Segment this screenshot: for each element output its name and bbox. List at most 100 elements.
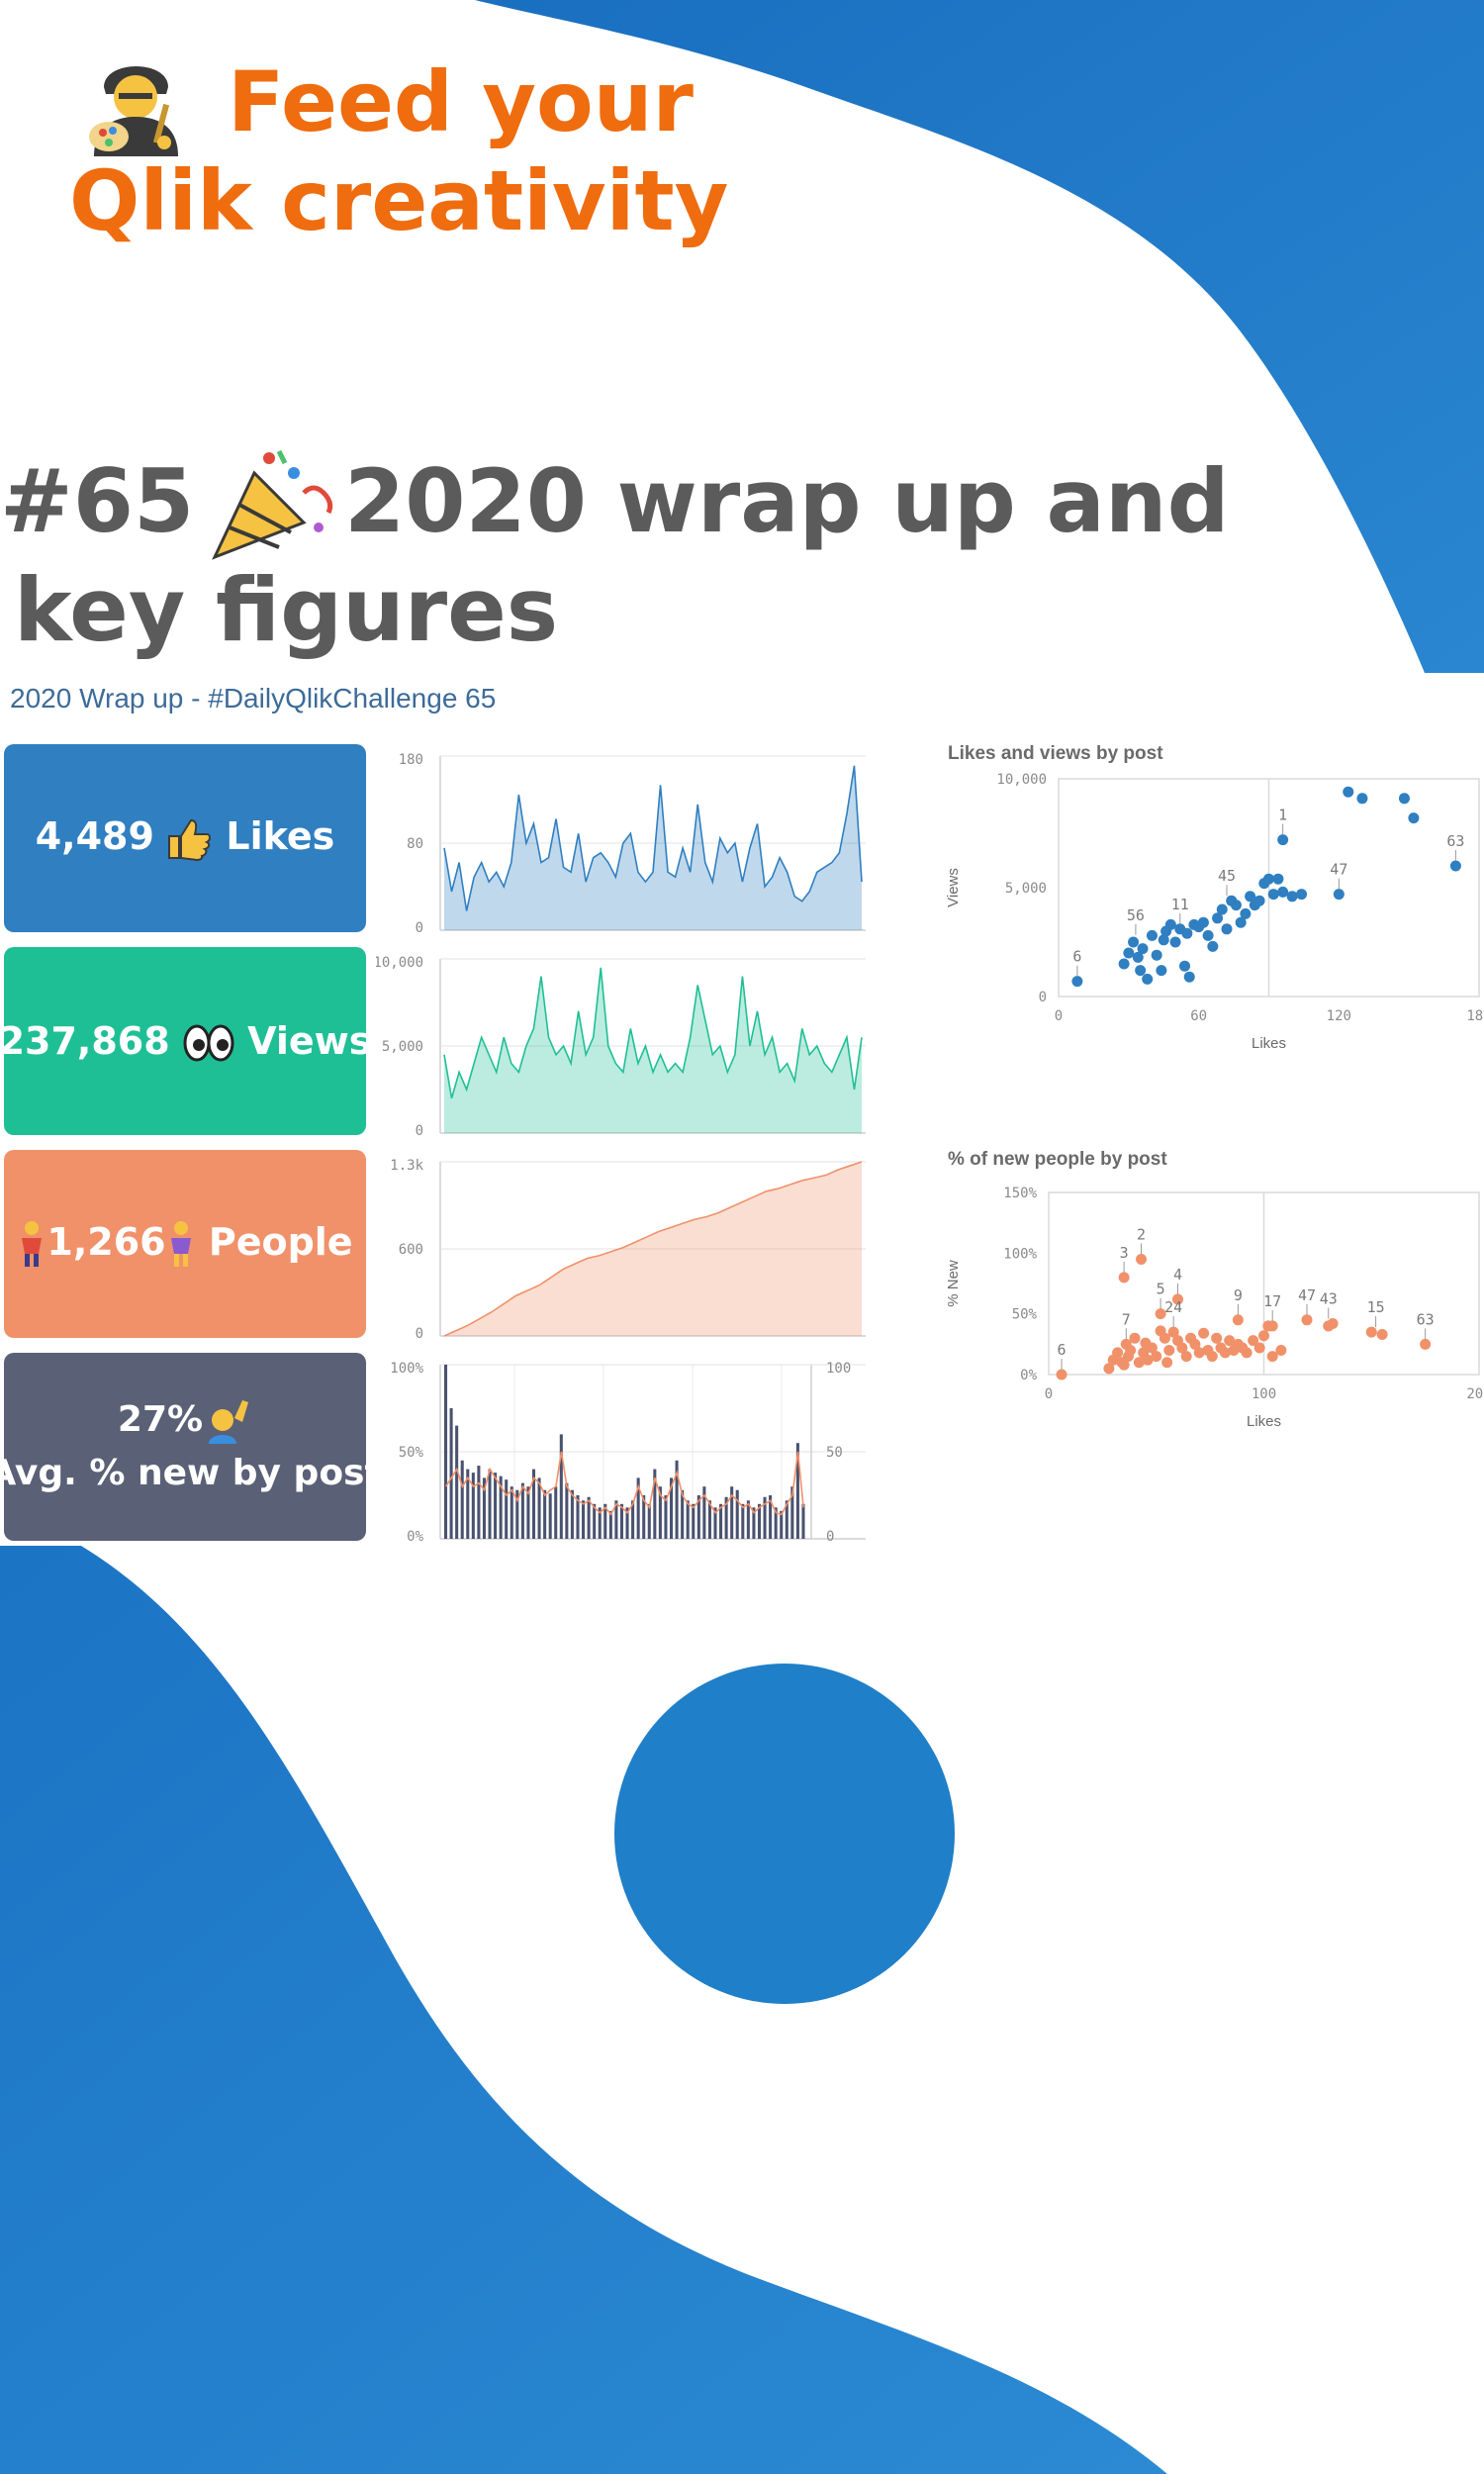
y-tick-label: 100% [1003,1246,1037,1262]
bar [696,1495,700,1539]
point-label: 56 [1127,906,1145,924]
data-point [1056,1369,1067,1380]
y-tick-label: 180 [399,752,423,768]
data-point [1253,895,1265,906]
bar [477,1466,481,1539]
bar [719,1503,723,1539]
bar [515,1489,519,1539]
thumbs-up-icon [168,818,212,861]
x-tick-label: 120 [1327,1008,1351,1024]
data-point [1241,1347,1252,1359]
data-point [1169,936,1181,948]
kpi-new-pct-label: Avg. % new by post [0,1453,382,1493]
kpi-people[interactable]: 1,266 People [4,1150,366,1338]
likes-views-scatter: Likes and views by post 0 60 120 180 0 5,000 10… [945,743,1484,1052]
people-sparkline: 1.3k 600 0 [390,1158,866,1342]
x-tick-label: 100 [1252,1386,1276,1402]
data-point [1071,976,1083,988]
bar [614,1500,618,1539]
data-point [1258,1330,1269,1342]
data-point [1275,1344,1287,1356]
data-point [1202,929,1214,941]
bar [565,1482,569,1539]
raising-hand-icon [209,1400,249,1444]
y-tick-label: 0% [407,1529,423,1545]
data-point [1155,1308,1166,1320]
bar [681,1489,685,1539]
data-point [1164,918,1176,930]
point-label: 7 [1122,1310,1131,1328]
series-line [443,1161,863,1337]
data-point [1179,960,1190,972]
data-point [1142,1354,1154,1366]
y-tick-label: 100% [390,1361,423,1377]
artist-icon [89,66,178,156]
data-point [1277,886,1289,898]
data-point [1248,1335,1259,1347]
data-point [1103,1363,1115,1375]
person-standing-icon [170,1221,191,1268]
bar [593,1503,597,1539]
bar [713,1507,717,1539]
bar [494,1473,498,1539]
kpi-likes-value: 4,489 [35,814,154,859]
bar [669,1477,674,1539]
data-point [1420,1338,1432,1350]
data-point [1135,965,1147,977]
bar [449,1408,453,1539]
data-point [1137,943,1149,955]
data-point [1333,889,1345,901]
hero-line-2: Qlik creativity [69,152,729,249]
data-point [1156,965,1167,977]
data-point [1132,951,1144,963]
bar [724,1496,728,1539]
point-label: 63 [1446,832,1464,850]
bar [587,1496,591,1539]
y-axis-label: % New [945,1260,962,1307]
point-label: 11 [1171,896,1189,913]
data-point [1180,1351,1192,1363]
data-point [1272,873,1284,885]
point-label: 5 [1157,1281,1165,1298]
series-area [444,967,862,1133]
bar [537,1477,541,1539]
kpi-new-pct[interactable]: 27% Avg. % new by post [0,1353,382,1541]
y2-tick-label: 50 [826,1445,843,1461]
data-point [1232,1314,1244,1326]
kpi-likes-label: Likes [226,814,335,859]
data-point [1408,812,1420,824]
bar [455,1425,459,1539]
point-label: 9 [1234,1286,1243,1304]
bar [752,1507,756,1539]
y-tick-label: 600 [399,1242,423,1258]
bar [559,1434,563,1539]
data-point [1159,1332,1170,1344]
bar [790,1486,794,1539]
x-tick-label: 180 [1466,1008,1484,1024]
data-point [1212,912,1224,924]
bar [625,1507,629,1539]
data-point [1123,947,1135,959]
bar [675,1460,679,1539]
data-point [1189,1338,1201,1350]
kpi-views[interactable]: 237,868 Views [0,947,371,1135]
x-axis-label: Likes [1247,1413,1281,1430]
bar [598,1507,602,1539]
data-point [1219,1347,1231,1359]
bar [746,1500,750,1539]
bar [488,1469,492,1539]
bar [642,1495,646,1539]
data-point [1161,1357,1173,1369]
y-axis-label: Views [945,868,962,907]
data-point [1146,1342,1158,1354]
data-point [1146,929,1158,941]
bar [471,1473,475,1539]
y-tick-label: 150% [1003,1186,1037,1201]
data-point [1167,1326,1179,1338]
challenge-number: #65 [0,450,195,552]
kpi-likes[interactable]: 4,489 Likes [4,744,366,932]
bar [466,1469,470,1539]
bar [526,1486,530,1539]
chart-title: Likes and views by post [948,743,1163,764]
